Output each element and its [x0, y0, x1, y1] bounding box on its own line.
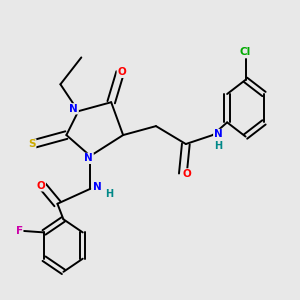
Text: S: S — [28, 139, 36, 149]
Text: N: N — [93, 182, 102, 192]
Text: O: O — [117, 68, 126, 77]
Text: Cl: Cl — [240, 47, 251, 57]
Text: O: O — [182, 169, 191, 179]
Text: H: H — [214, 141, 222, 152]
Text: O: O — [37, 181, 45, 191]
Text: N: N — [70, 104, 78, 114]
Text: N: N — [84, 153, 93, 164]
Text: H: H — [106, 189, 114, 199]
Text: N: N — [214, 130, 223, 140]
Text: F: F — [16, 226, 23, 236]
